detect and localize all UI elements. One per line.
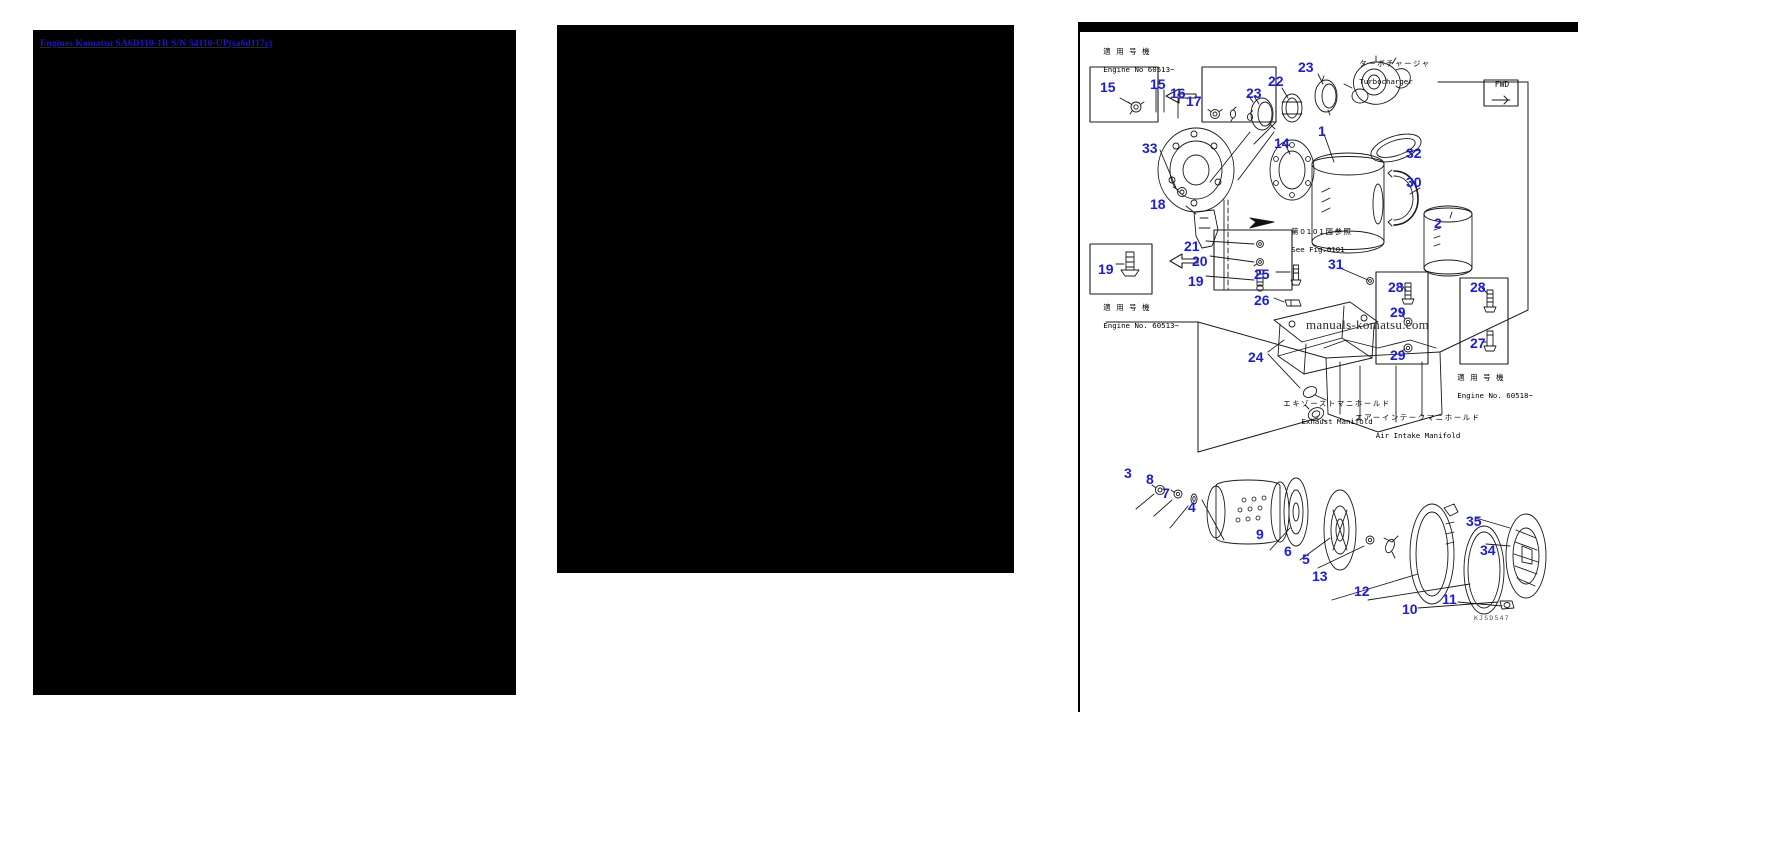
annotation-jp: ターボチャージャ	[1359, 59, 1431, 68]
callout-number-28: 28	[1470, 279, 1486, 295]
callout-number-20: 20	[1192, 253, 1208, 269]
callout-number-19: 19	[1098, 261, 1114, 277]
exploded-assembly-drawing	[1089, 55, 1547, 615]
callout-number-32: 32	[1406, 145, 1422, 161]
callout-number-23: 23	[1246, 85, 1262, 101]
annotation-air-intake-manifold: エアーインテークマニホールド Air Intake Manifold	[1340, 404, 1481, 449]
annotation-en: See Fig.0101	[1291, 245, 1345, 254]
callout-number-25: 25	[1254, 266, 1270, 282]
annotation-en: Engine No. 60518~	[1457, 391, 1533, 400]
callout-number-34: 34	[1480, 542, 1496, 558]
annotation-en: Engine No. 60513~	[1103, 321, 1179, 330]
callout-number-10: 10	[1402, 601, 1418, 617]
callout-number-33: 33	[1142, 140, 1158, 156]
callout-number-9: 9	[1256, 526, 1264, 542]
watermark: manuals-komatsu.com	[1306, 317, 1430, 332]
middle-image-placeholder	[557, 25, 1014, 573]
annotation-applicable-bottom: 適 用 号 機 Engine No. 60513~	[1088, 294, 1179, 339]
callout-number-3: 3	[1124, 465, 1132, 481]
callout-number-12: 12	[1354, 583, 1370, 599]
callout-number-29: 29	[1390, 304, 1406, 320]
annotation-jp: 適 用 号 機	[1457, 373, 1506, 382]
callout-number-23: 23	[1298, 59, 1314, 75]
annotation-en: Exhaust Manifold	[1301, 417, 1373, 426]
callout-number-15: 15	[1150, 76, 1166, 92]
callout-number-35: 35	[1466, 513, 1482, 529]
parts-diagram-panel: 適 用 号 機 Engine No 60513~ 第0101図参照 See Fi…	[1078, 22, 1578, 712]
callout-number-26: 26	[1254, 292, 1270, 308]
annotation-exhaust-manifold: エキゾーストマニホールド Exhaust Manifold	[1268, 390, 1391, 435]
left-image-placeholder	[33, 30, 516, 695]
annotation-applicable-right: 適 用 号 機 Engine No. 60518~	[1442, 364, 1533, 409]
annotation-en: Turbocharger	[1359, 77, 1413, 86]
annotation-see-fig: 第0101図参照 See Fig.0101	[1276, 218, 1352, 263]
callout-number-24: 24	[1248, 349, 1264, 365]
annotation-turbocharger: ターボチャージャ Turbocharger	[1344, 50, 1431, 95]
annotation-jp: エアーインテークマニホールド	[1355, 413, 1481, 422]
callout-number-6: 6	[1284, 543, 1292, 559]
callout-number-5: 5	[1302, 551, 1310, 567]
callout-number-22: 22	[1268, 73, 1284, 89]
callout-number-17: 17	[1186, 93, 1202, 109]
callout-number-14: 14	[1274, 135, 1290, 151]
callout-number-1: 1	[1318, 123, 1326, 139]
annotation-jp: 適 用 号 機	[1103, 47, 1152, 56]
annotation-en: Engine No 60513~	[1103, 65, 1175, 74]
drawing-number: KJSD547	[1474, 614, 1510, 622]
callout-number-31: 31	[1328, 256, 1344, 272]
callout-number-21: 21	[1184, 238, 1200, 254]
callout-number-2: 2	[1434, 215, 1442, 231]
callout-number-4: 4	[1188, 499, 1196, 515]
annotation-applicable-top: 適 用 号 機 Engine No 60513~	[1088, 38, 1175, 83]
annotation-jp: エキゾーストマニホールド	[1283, 399, 1391, 408]
callout-number-11: 11	[1442, 591, 1457, 607]
diagram-left-rule	[1078, 22, 1080, 712]
callout-number-27: 27	[1470, 335, 1486, 351]
callout-number-7: 7	[1162, 485, 1170, 501]
callout-number-15: 15	[1100, 79, 1116, 95]
annotation-jp: 第0101図参照	[1291, 227, 1353, 236]
callout-number-19: 19	[1188, 273, 1204, 289]
callout-number-30: 30	[1406, 174, 1422, 190]
callout-number-8: 8	[1146, 471, 1154, 487]
annotation-en: Air Intake Manifold	[1375, 431, 1461, 440]
annotation-jp: 適 用 号 機	[1103, 303, 1152, 312]
callout-number-13: 13	[1312, 568, 1328, 584]
fwd-marker-label: FWD	[1494, 80, 1510, 89]
catalog-link[interactable]: Engines Komatsu SA6D110-1R S/N 54110-UP(…	[40, 39, 273, 49]
callout-number-16: 16	[1170, 85, 1186, 101]
callout-number-18: 18	[1150, 196, 1166, 212]
diagram-top-bar	[1078, 22, 1578, 32]
callout-number-28: 28	[1388, 279, 1404, 295]
callout-number-29: 29	[1390, 347, 1406, 363]
